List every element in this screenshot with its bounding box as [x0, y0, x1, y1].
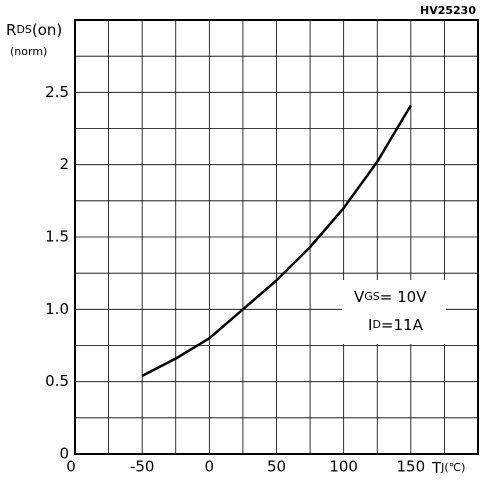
x-tick-label: 100: [329, 458, 358, 476]
y-tick-label: 2.5: [45, 83, 69, 101]
x-tick-label: 50: [267, 458, 286, 476]
annotation-box: [342, 280, 446, 344]
plot-frame: [74, 19, 479, 455]
y-tick-label: 0: [59, 445, 69, 463]
y-tick-label: 1.0: [45, 300, 69, 318]
annotation-main: V: [354, 288, 365, 306]
curve: [141, 104, 412, 377]
x-tick-label: 0: [205, 458, 215, 476]
y-tick-label: 2: [59, 155, 69, 173]
annotation-sub: D: [372, 318, 380, 331]
annotation: VGS= 10V: [354, 288, 427, 306]
code: HV25230: [420, 4, 476, 17]
y-label-unit: (norm): [10, 45, 47, 58]
y-tick-label: 1.5: [45, 228, 69, 246]
y-label: RDS(on): [6, 21, 62, 39]
annotation-rest: =11A: [381, 316, 424, 334]
origin-label: 0: [66, 458, 76, 476]
x-label: TJ(℃): [431, 459, 465, 477]
y-tick-label: 0.5: [45, 372, 69, 390]
annotation-main: I: [368, 316, 372, 334]
x-tick-label: 150: [397, 458, 426, 476]
annotation-sub: GS: [364, 290, 380, 303]
annotation: ID=11A: [368, 316, 424, 334]
annotation-rest: = 10V: [380, 288, 427, 306]
x-tick-label: -50: [130, 458, 155, 476]
